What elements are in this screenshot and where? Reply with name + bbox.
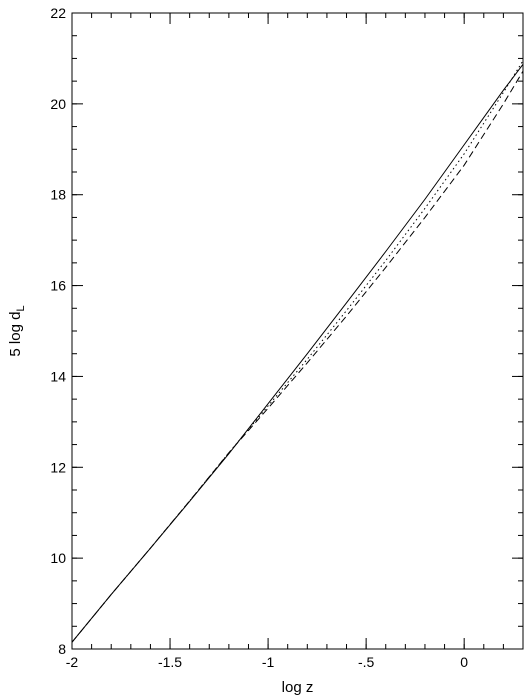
series-line-dashed: [71, 70, 524, 643]
tick-labels: -2 -1.5 -1 -.5 0 8 10 12 14 16 18 20 22: [50, 5, 468, 670]
y-tick-label: 18: [50, 187, 66, 203]
y-tick-label: 22: [50, 5, 66, 21]
series-line-solid: [71, 64, 524, 643]
series-line-dotted: [71, 60, 524, 643]
x-tick-label: -2: [66, 654, 79, 670]
y-tick-label: 14: [50, 368, 66, 384]
y-tick-label: 10: [50, 550, 66, 566]
y-tick-label: 12: [50, 459, 66, 475]
y-axis-label-main: 5 log d: [7, 312, 24, 357]
y-tick-label: 16: [50, 278, 66, 294]
y-axis-label: 5 log dL: [7, 305, 27, 356]
y-tick-label: 20: [50, 96, 66, 112]
plot-frame: [71, 12, 524, 650]
series-layer: [71, 60, 524, 643]
x-tick-label: -.5: [358, 654, 375, 670]
minor-ticks: [71, 12, 524, 650]
x-tick-label: -1.5: [158, 654, 182, 670]
major-ticks: [71, 12, 523, 650]
x-tick-label: 0: [460, 654, 468, 670]
y-axis-label-subscript: L: [15, 305, 27, 311]
x-axis-label: log z: [282, 679, 314, 696]
y-tick-label: 8: [58, 641, 66, 657]
x-tick-label: -1: [262, 654, 275, 670]
